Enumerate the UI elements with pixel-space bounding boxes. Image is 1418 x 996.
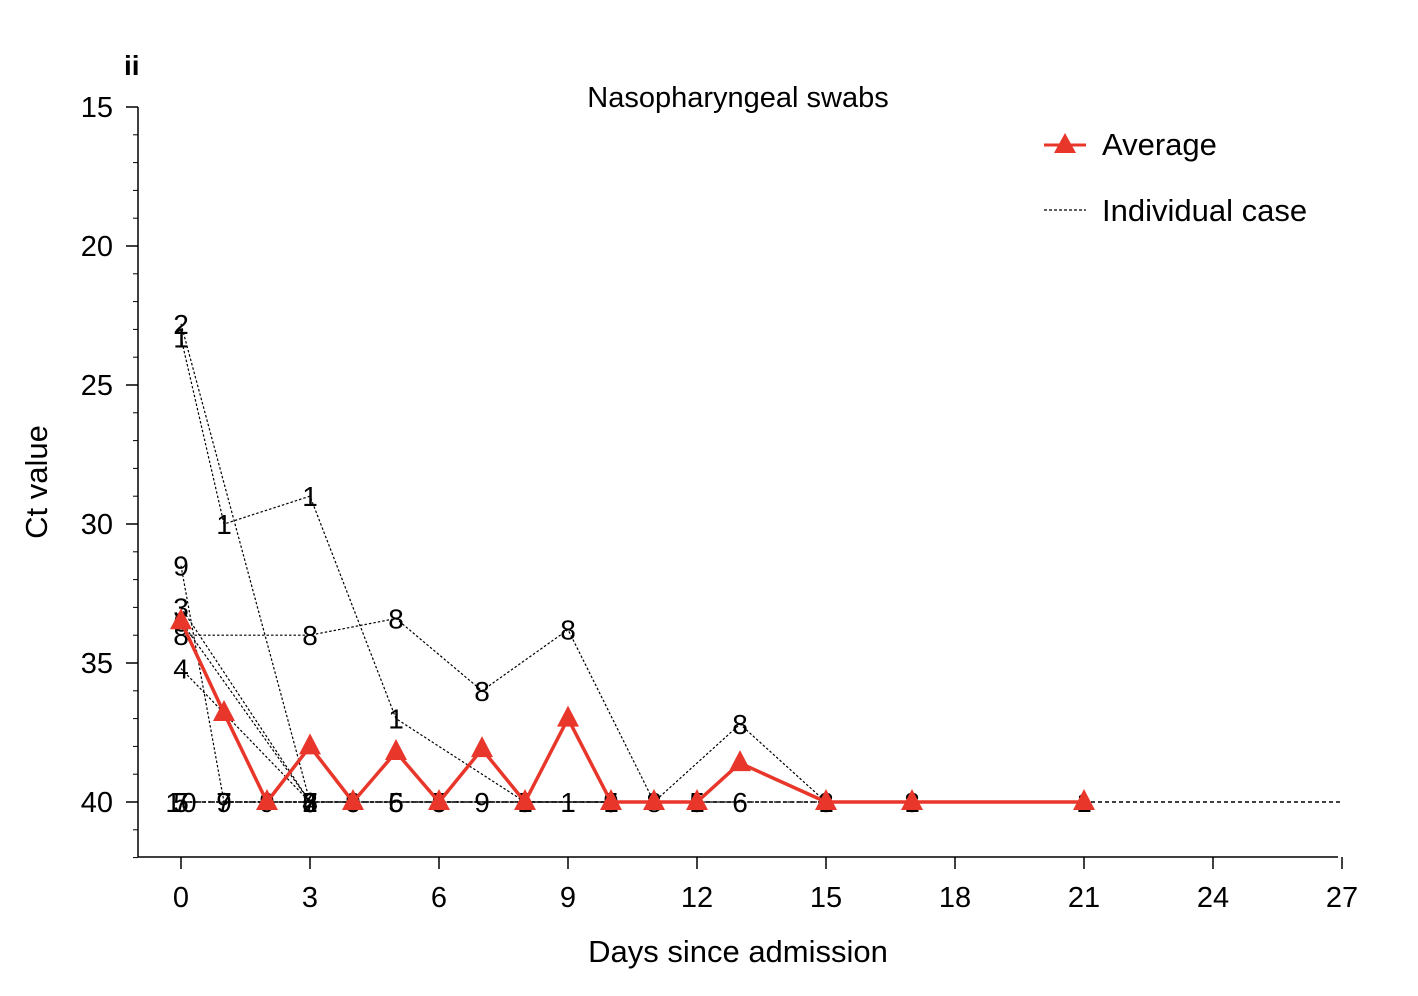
case-point-label-1: 1 [216,509,232,540]
average-marker [643,789,665,810]
case-line-9 [180,565,611,803]
case-point-label-7: 7 [302,787,318,818]
x-tick-label: 6 [431,882,447,914]
average-marker [385,738,407,760]
case-point-label-8: 8 [388,604,404,635]
chart-title: Nasopharyngeal swabs [587,82,888,114]
case-point-label-1: 1 [302,481,318,512]
individual-case-lines [180,323,1084,803]
case-line-3 [180,607,311,803]
x-tick-label: 24 [1197,882,1229,914]
case-point-label-4: 4 [302,787,318,818]
y-tick-label: 15 [81,92,113,124]
average-marker [1073,789,1095,810]
case-line-1 [180,337,1084,803]
case-point-label-8: 8 [732,709,748,740]
x-tick-label: 15 [810,882,842,914]
case-point-label-8: 8 [302,620,318,651]
case-point-label-2: 2 [302,787,318,818]
case-point-label-5: 5 [388,787,404,818]
case-line-4 [180,668,311,803]
case-point-label-1: 1 [173,323,189,354]
average-marker [815,789,837,810]
x-tick-label: 3 [302,882,318,914]
average-marker [901,789,923,810]
x-tick-label: 21 [1068,882,1100,914]
average-marker [256,789,278,810]
case-point-label-2: 2 [173,309,189,340]
case-point-label-3: 3 [302,787,318,818]
average-marker [729,750,751,772]
panel-label: ii [124,50,140,81]
case-point-label-8: 8 [560,615,576,646]
case-point-label-3: 3 [173,592,189,623]
case-point-label-6: 6 [732,787,748,818]
average-marker [471,736,493,758]
average-marker [557,705,579,727]
average-marker [213,700,235,722]
case-point-label-9: 9 [216,787,232,818]
average-series [170,608,1095,810]
y-tick-label: 30 [81,509,113,541]
case-line-8 [181,617,912,803]
case-point-label-6: 6 [302,787,318,818]
individual-case-labels: 1111111111122334455555556666667778888888… [165,309,1091,818]
case-point-label-7: 7 [173,787,189,818]
average-marker [514,789,536,810]
y-tick-label: 20 [81,231,113,263]
case-point-label-5: 5 [302,787,318,818]
y-tick-label: 40 [81,787,113,819]
case-point-label-6: 6 [388,787,404,818]
y-axis-label: Ct value [19,425,54,539]
x-tick-label: 27 [1326,882,1358,914]
average-marker [342,789,364,810]
case-point-label-1: 1 [388,704,404,735]
average-marker [686,789,708,810]
average-marker [299,733,321,755]
case-point-label-9: 9 [173,551,189,582]
case-point-label-7: 7 [216,787,232,818]
x-axis-label: Days since admission [588,934,888,969]
y-tick-label: 25 [81,370,113,402]
x-tick-label: 12 [681,882,713,914]
y-tick-label: 35 [81,648,113,680]
case-point-label-1: 1 [560,787,576,818]
x-tick-label: 0 [173,882,189,914]
case-point-label-5: 5 [173,787,189,818]
case-point-label-8: 8 [474,676,490,707]
legend-average-marker [1054,133,1076,153]
case-line-2 [180,323,311,803]
x-tick-label: 9 [560,882,576,914]
average-marker [170,608,192,630]
case-point-label-4: 4 [173,654,189,685]
case-point-label-10: 10 [165,787,196,818]
x-tick-label: 18 [939,882,971,914]
legend: Average Individual case [1044,127,1307,228]
legend-average-label: Average [1102,127,1217,162]
average-marker [600,789,622,810]
average-marker [428,789,450,810]
case-point-label-9: 9 [474,787,490,818]
legend-individual-label: Individual case [1102,193,1307,228]
